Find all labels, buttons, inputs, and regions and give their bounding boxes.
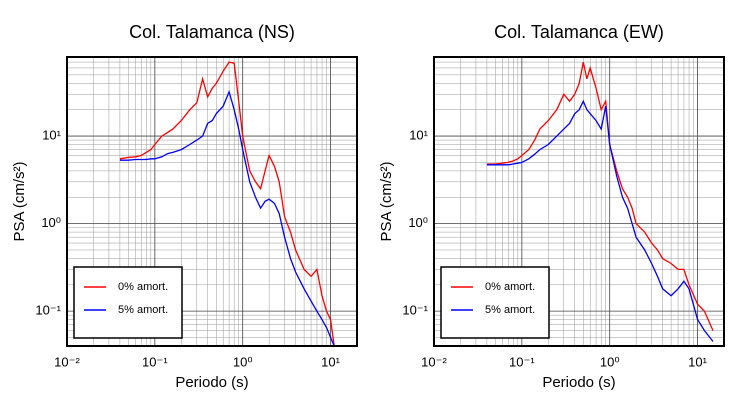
legend-box xyxy=(73,266,183,339)
x-tick-label: 10⁻² xyxy=(54,354,80,369)
series-line xyxy=(486,99,714,342)
x-tick-label: 10¹ xyxy=(688,354,707,369)
x-tick-label: 10⁻¹ xyxy=(509,354,535,369)
x-tick-label: 10⁻¹ xyxy=(142,354,168,369)
y-axis-label: PSA (cm/s²) xyxy=(11,161,28,241)
y-tick-label: 10⁰ xyxy=(408,215,428,230)
legend-label: 0% amort. xyxy=(485,281,535,293)
legend-label: 5% amort. xyxy=(485,304,535,316)
legend-label: 5% amort. xyxy=(118,304,168,316)
y-tick-label: 10¹ xyxy=(42,128,61,143)
x-axis-label: Periodo (s) xyxy=(175,374,248,391)
y-tick-label: 10⁰ xyxy=(41,215,61,230)
series-line xyxy=(119,89,335,347)
x-tick-label: 10⁰ xyxy=(600,354,620,369)
legend-label: 0% amort. xyxy=(118,281,168,293)
y-tick-label: 10¹ xyxy=(409,128,428,143)
x-tick-label: 10⁰ xyxy=(233,354,253,369)
plot-frame xyxy=(66,56,358,347)
series-line xyxy=(119,61,335,347)
chart-title: Col. Talamanca (NS) xyxy=(129,22,295,42)
chart-title: Col. Talamanca (EW) xyxy=(494,22,664,42)
x-tick-label: 10¹ xyxy=(321,354,340,369)
plot-frame xyxy=(433,56,725,347)
y-tick-label: 10⁻¹ xyxy=(35,303,61,318)
x-axis-label: Periodo (s) xyxy=(542,374,615,391)
y-axis-label: PSA (cm/s²) xyxy=(378,161,395,241)
legend-box xyxy=(440,266,550,339)
series-line xyxy=(486,61,714,331)
y-tick-label: 10⁻¹ xyxy=(402,303,428,318)
x-tick-label: 10⁻² xyxy=(421,354,447,369)
